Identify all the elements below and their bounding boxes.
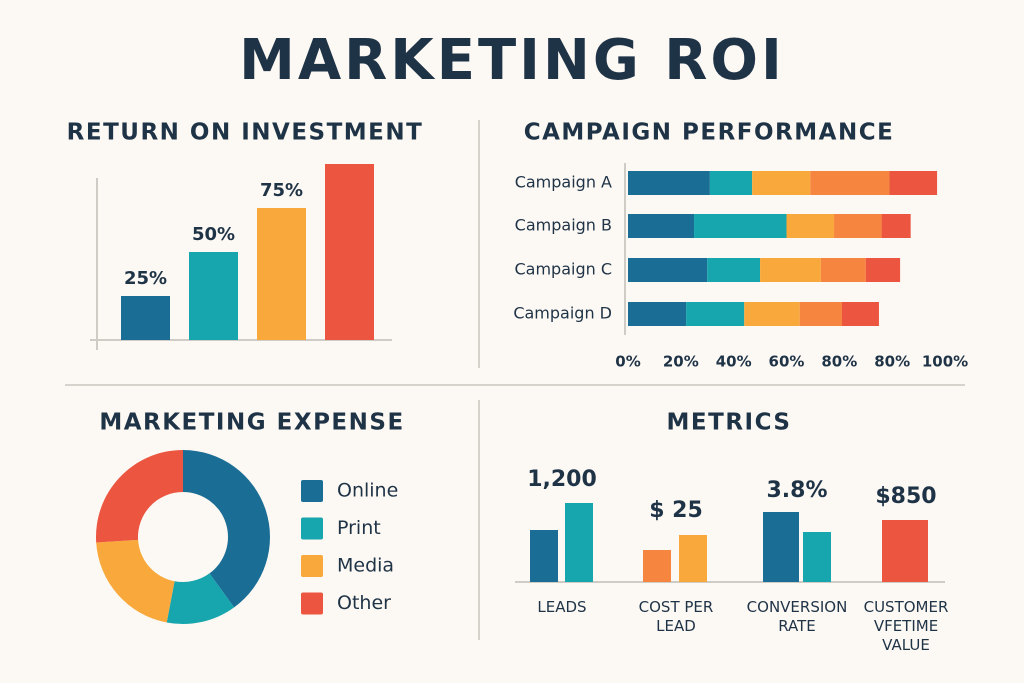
x-tick-label: 80% bbox=[821, 353, 857, 371]
section-title: RETURN ON INVESTMENT bbox=[67, 120, 424, 146]
bar-segment bbox=[628, 302, 687, 326]
section-title: METRICS bbox=[667, 410, 792, 436]
bar-segment bbox=[707, 258, 761, 282]
legend-swatch bbox=[301, 517, 323, 540]
metric-label: CUSTOMER VFETIME VALUE bbox=[863, 598, 949, 654]
bar-segment bbox=[799, 302, 842, 326]
x-tick-label: 0% bbox=[615, 353, 640, 371]
data-label: 75% bbox=[260, 180, 303, 201]
x-tick-label: 60% bbox=[769, 353, 805, 371]
metric-bar bbox=[679, 535, 707, 582]
y-tick-label: Campaign D bbox=[513, 304, 612, 323]
bar-segment bbox=[865, 258, 901, 282]
bar-segment bbox=[686, 302, 745, 326]
y-tick-label: Campaign A bbox=[515, 173, 612, 192]
section-title: MARKETING EXPENSE bbox=[99, 410, 404, 436]
legend-label: Online bbox=[337, 480, 398, 502]
bar-segment bbox=[889, 171, 938, 195]
donut-slice bbox=[183, 450, 270, 608]
bar bbox=[325, 164, 374, 340]
bar-segment bbox=[628, 258, 708, 282]
donut-slice bbox=[166, 573, 235, 624]
metric-value: 3.8% bbox=[766, 478, 827, 503]
legend-swatch bbox=[301, 555, 323, 577]
legend-label: Other bbox=[337, 592, 391, 614]
metric-bar bbox=[565, 503, 593, 582]
data-label: 50% bbox=[192, 224, 235, 245]
metric-value: $ 25 bbox=[649, 498, 703, 523]
metric-bars bbox=[515, 503, 945, 583]
data-label: 25% bbox=[124, 268, 167, 289]
legend-swatch bbox=[301, 592, 323, 615]
bar-segment bbox=[709, 171, 753, 195]
bar bbox=[121, 296, 170, 340]
donut-slice bbox=[96, 450, 183, 543]
bar-segment bbox=[694, 214, 787, 238]
bar-segment bbox=[841, 302, 879, 326]
metric-bar bbox=[530, 530, 558, 582]
bar-segment bbox=[760, 258, 821, 282]
page-title: MARKETING ROI bbox=[239, 28, 785, 93]
metric-label: CONVERSION RATE bbox=[746, 598, 848, 635]
donut-slice bbox=[96, 539, 175, 623]
x-tick-label: 80% bbox=[874, 353, 910, 371]
legend-label: Media bbox=[337, 555, 394, 577]
legend-label: Print bbox=[337, 517, 381, 539]
bar bbox=[189, 252, 238, 340]
metric-bar bbox=[803, 532, 831, 582]
x-tick-label: 20% bbox=[663, 353, 699, 371]
bar bbox=[257, 208, 306, 340]
metric-label: COST PER LEAD bbox=[638, 598, 714, 635]
bar-segment bbox=[786, 214, 835, 238]
metric-bar bbox=[763, 512, 799, 582]
metric-bar bbox=[882, 520, 928, 582]
y-tick-label: Campaign B bbox=[515, 216, 612, 235]
bar-segment bbox=[820, 258, 866, 282]
y-tick-label: Campaign C bbox=[514, 260, 612, 279]
bar-segment bbox=[752, 171, 811, 195]
x-tick-label: 40% bbox=[716, 353, 752, 371]
x-tick-label: 100% bbox=[922, 353, 968, 371]
bar-segment bbox=[881, 214, 911, 238]
bar-segment bbox=[744, 302, 800, 326]
metric-value: 1,200 bbox=[527, 467, 597, 492]
bar-segment bbox=[628, 214, 695, 238]
metric-value: $850 bbox=[875, 484, 936, 509]
legend-swatch bbox=[301, 480, 323, 502]
bar-segment bbox=[628, 171, 710, 195]
section-title: CAMPAIGN PERFORMANCE bbox=[524, 120, 895, 146]
metric-bar bbox=[643, 550, 671, 582]
metric-label: LEADS bbox=[537, 598, 587, 616]
bar-segment bbox=[834, 214, 882, 238]
bar-segment bbox=[810, 171, 890, 195]
